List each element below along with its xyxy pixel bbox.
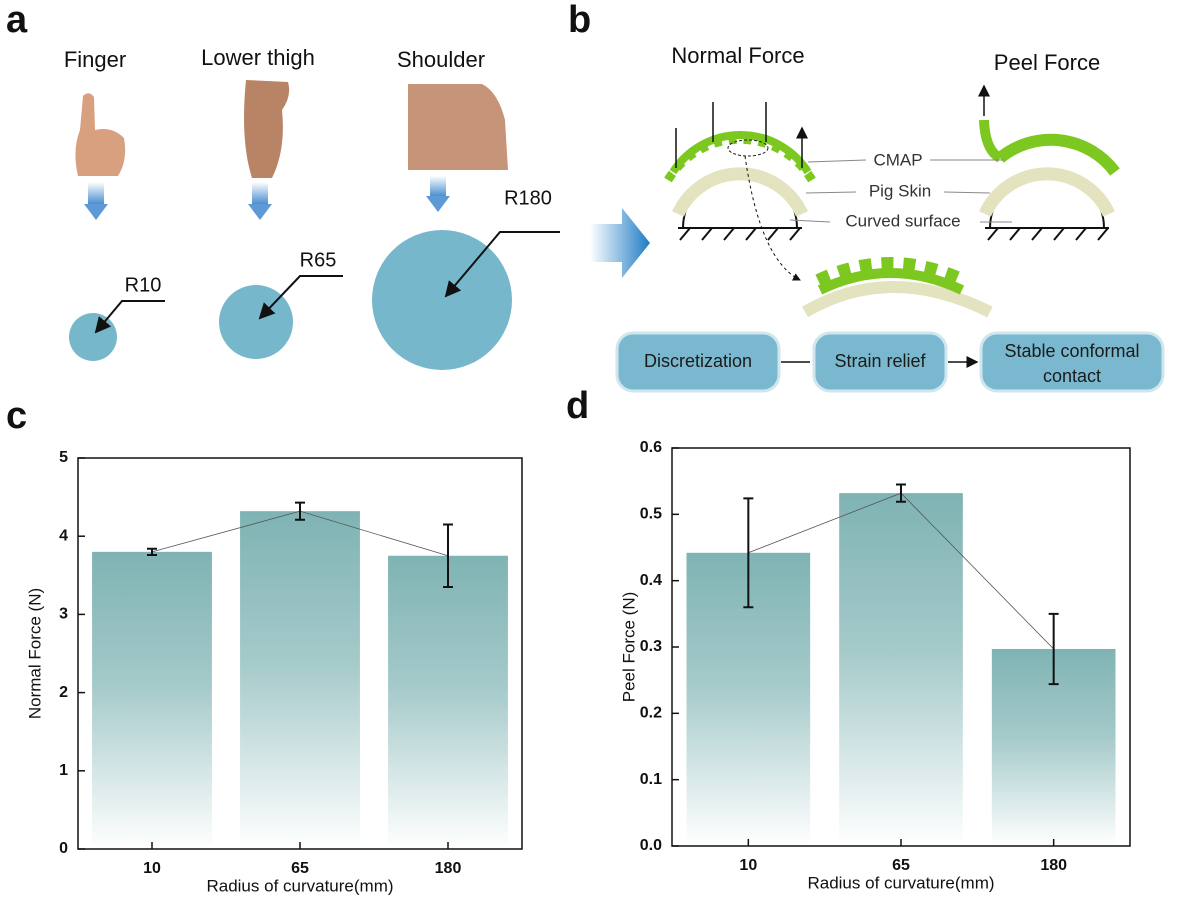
y-tick-label: 0.0 xyxy=(640,837,662,854)
flow-step: Stable conformal xyxy=(1004,341,1139,361)
down-arrow xyxy=(430,176,446,196)
layer-label: CMAP xyxy=(873,150,922,169)
x-axis-label: Radius of curvature(mm) xyxy=(807,873,994,892)
leader xyxy=(789,219,1012,223)
force-arrow xyxy=(675,102,802,168)
down-arrow xyxy=(426,196,450,212)
y-tick-label: 0.1 xyxy=(640,771,662,788)
down-arrow xyxy=(252,182,268,204)
y-tick-label: 0 xyxy=(59,840,68,857)
y-tick-label: 5 xyxy=(59,449,68,466)
y-tick-label: 0.4 xyxy=(640,572,662,589)
zoom-arrow xyxy=(744,155,801,281)
flow-box xyxy=(615,331,781,393)
layer-label: Curved surface xyxy=(845,211,960,230)
bar xyxy=(839,493,963,846)
layer-label: Pig Skin xyxy=(869,181,931,200)
hatch xyxy=(679,227,801,241)
panel-label: d xyxy=(566,385,589,427)
radius-label: R65 xyxy=(300,249,337,271)
curvature-circle xyxy=(372,230,512,370)
panel-label: b xyxy=(568,0,591,41)
y-tick-label: 0.2 xyxy=(640,705,662,722)
error-bar xyxy=(147,547,157,556)
cmap xyxy=(817,268,965,295)
flow-step: contact xyxy=(1043,366,1101,386)
y-tick-label: 4 xyxy=(59,527,68,544)
force-title: Normal Force xyxy=(671,43,804,68)
leader xyxy=(258,275,343,320)
cmap-teeth xyxy=(815,257,967,286)
leader xyxy=(444,231,560,298)
error-bar xyxy=(743,497,754,609)
panel-b: Normal Force Peel Force CMAP Pig Skin Cu… xyxy=(615,43,1165,393)
y-tick-label: 0.3 xyxy=(640,638,662,655)
leader xyxy=(807,159,1004,163)
y-axis-label: Normal Force (N) xyxy=(25,588,44,719)
error-bar xyxy=(896,483,906,503)
y-tick-label: 0.6 xyxy=(640,439,662,456)
y-tick-label: 0.5 xyxy=(640,506,662,523)
curvature-circle xyxy=(69,313,117,361)
site-label: Finger xyxy=(64,47,126,72)
finger-photo xyxy=(75,93,126,176)
bar xyxy=(240,511,360,849)
error-bar xyxy=(1048,612,1059,686)
panel-label: c xyxy=(6,395,27,437)
y-tick-label: 2 xyxy=(59,684,68,701)
down-arrow xyxy=(248,204,272,220)
error-bar xyxy=(295,501,305,521)
pig-skin xyxy=(979,167,1115,217)
flow-step: Discretization xyxy=(644,351,752,371)
flow-arrow xyxy=(590,208,650,278)
x-tick-label: 10 xyxy=(739,857,757,874)
pig-skin xyxy=(801,281,993,318)
plot-frame xyxy=(77,457,523,850)
radius-label: R10 xyxy=(125,274,162,296)
bar xyxy=(92,551,212,849)
y-tick-label: 3 xyxy=(59,606,68,623)
chart: 0 1 2 3 4 5 10 65 180 Radius of curvature(mm) Norm… xyxy=(25,449,523,895)
cmap xyxy=(996,133,1120,176)
force-title: Peel Force xyxy=(994,50,1100,75)
site-label: Lower thigh xyxy=(201,45,315,70)
zoom-ellipse xyxy=(727,139,769,157)
shoulder-photo xyxy=(408,84,508,170)
plot-frame xyxy=(671,447,1131,847)
y-tick-label: 1 xyxy=(59,762,68,779)
x-axis-label: Radius of curvature(mm) xyxy=(206,876,393,895)
error-bar xyxy=(443,523,453,589)
x-tick-label: 65 xyxy=(291,860,309,877)
pig-skin xyxy=(672,167,808,217)
bar xyxy=(388,555,508,849)
leader xyxy=(94,300,165,334)
thigh-photo xyxy=(244,80,290,178)
radius-label: R180 xyxy=(504,187,552,209)
x-tick-label: 10 xyxy=(143,860,161,877)
down-arrow xyxy=(84,204,108,220)
x-tick-label: 65 xyxy=(892,857,910,874)
site-label: Shoulder xyxy=(397,47,485,72)
down-arrow xyxy=(88,182,104,204)
hatch xyxy=(987,227,1109,241)
x-tick-label: 180 xyxy=(1040,857,1067,874)
panel-label: a xyxy=(6,0,28,41)
cmap-flap xyxy=(979,119,1003,163)
leader xyxy=(805,191,991,194)
y-axis-label: Peel Force (N) xyxy=(619,592,638,703)
x-tick-label: 180 xyxy=(435,860,462,877)
flow-step: Strain relief xyxy=(834,351,926,371)
chart: 0.0 0.1 0.2 0.3 0.4 0.5 0.6 10 65 180 Radius of cu… xyxy=(619,439,1131,892)
flow-box xyxy=(812,331,948,393)
panel-a: Finger Lower thigh Shoulder R10 R65 R180 xyxy=(64,45,650,370)
